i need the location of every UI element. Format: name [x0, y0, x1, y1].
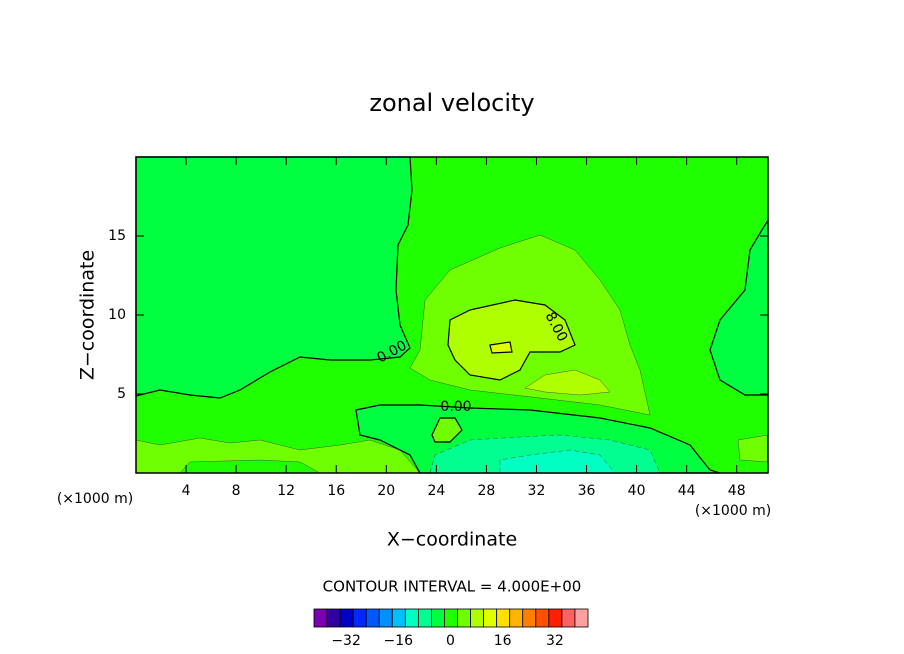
x-tick-label: 12 [277, 483, 295, 499]
colorbar-tick-label: −32 [331, 633, 361, 649]
y-tick-label: 10 [108, 307, 126, 323]
colorbar-box [457, 608, 471, 628]
colorbar-box [548, 608, 563, 628]
x-unit-label: (×1000 m) [695, 503, 771, 519]
colorbar-tick-label: 0 [446, 633, 455, 649]
contour-band [524, 369, 611, 396]
contour-band [489, 341, 513, 354]
colorbar-box [431, 608, 445, 628]
colorbar-tick-label: −16 [384, 633, 414, 649]
x-tick-label: 16 [327, 483, 345, 499]
colorbar-box [404, 608, 419, 628]
contour-interval: CONTOUR INTERVAL = 4.000E+00 [323, 578, 582, 596]
contour-label: 0.00 [440, 399, 471, 415]
y-axis-label: Z−coordinate [77, 250, 99, 380]
contour-band [135, 156, 413, 399]
colorbar-box [391, 608, 406, 628]
contour-band [179, 459, 321, 474]
y-tick-label: 15 [108, 228, 126, 244]
contour-band [709, 217, 769, 396]
y-tick-label: 5 [117, 386, 126, 402]
colorbar-box [574, 608, 589, 628]
colorbar-box [326, 608, 341, 628]
chart-title: zonal velocity [369, 89, 534, 117]
colorbar-box [561, 608, 576, 628]
colorbar-box [522, 608, 537, 628]
x-tick-label: 24 [427, 483, 445, 499]
x-tick-label: 4 [182, 483, 191, 499]
x-tick-label: 44 [678, 483, 696, 499]
contour-band [737, 434, 769, 463]
x-axis-label: X−coordinate [387, 529, 517, 551]
colorbar-box [365, 608, 380, 628]
colorbar-box [535, 608, 550, 628]
x-tick-label: 32 [528, 483, 546, 499]
x-tick-label: 8 [232, 483, 241, 499]
colorbar-box [470, 608, 485, 628]
x-unit-label: (×1000 m) [57, 491, 133, 507]
colorbar-tick-label: 16 [494, 633, 512, 649]
x-tick-label: 40 [628, 483, 646, 499]
colorbar-box [496, 608, 511, 628]
colorbar-box [352, 608, 367, 628]
x-tick-label: 36 [578, 483, 596, 499]
x-tick-label: 28 [478, 483, 496, 499]
colorbar-box [313, 608, 328, 628]
colorbar-box [417, 608, 432, 628]
colorbar-box [483, 608, 498, 628]
colorbar-box [509, 608, 524, 628]
x-tick-label: 48 [728, 483, 746, 499]
contour-band [447, 299, 576, 381]
contour-band [431, 417, 463, 443]
colorbar-box [339, 608, 354, 628]
colorbar-box [444, 608, 458, 628]
colorbar-tick-label: 32 [546, 633, 564, 649]
x-tick-label: 20 [377, 483, 395, 499]
colorbar-box [378, 608, 393, 628]
